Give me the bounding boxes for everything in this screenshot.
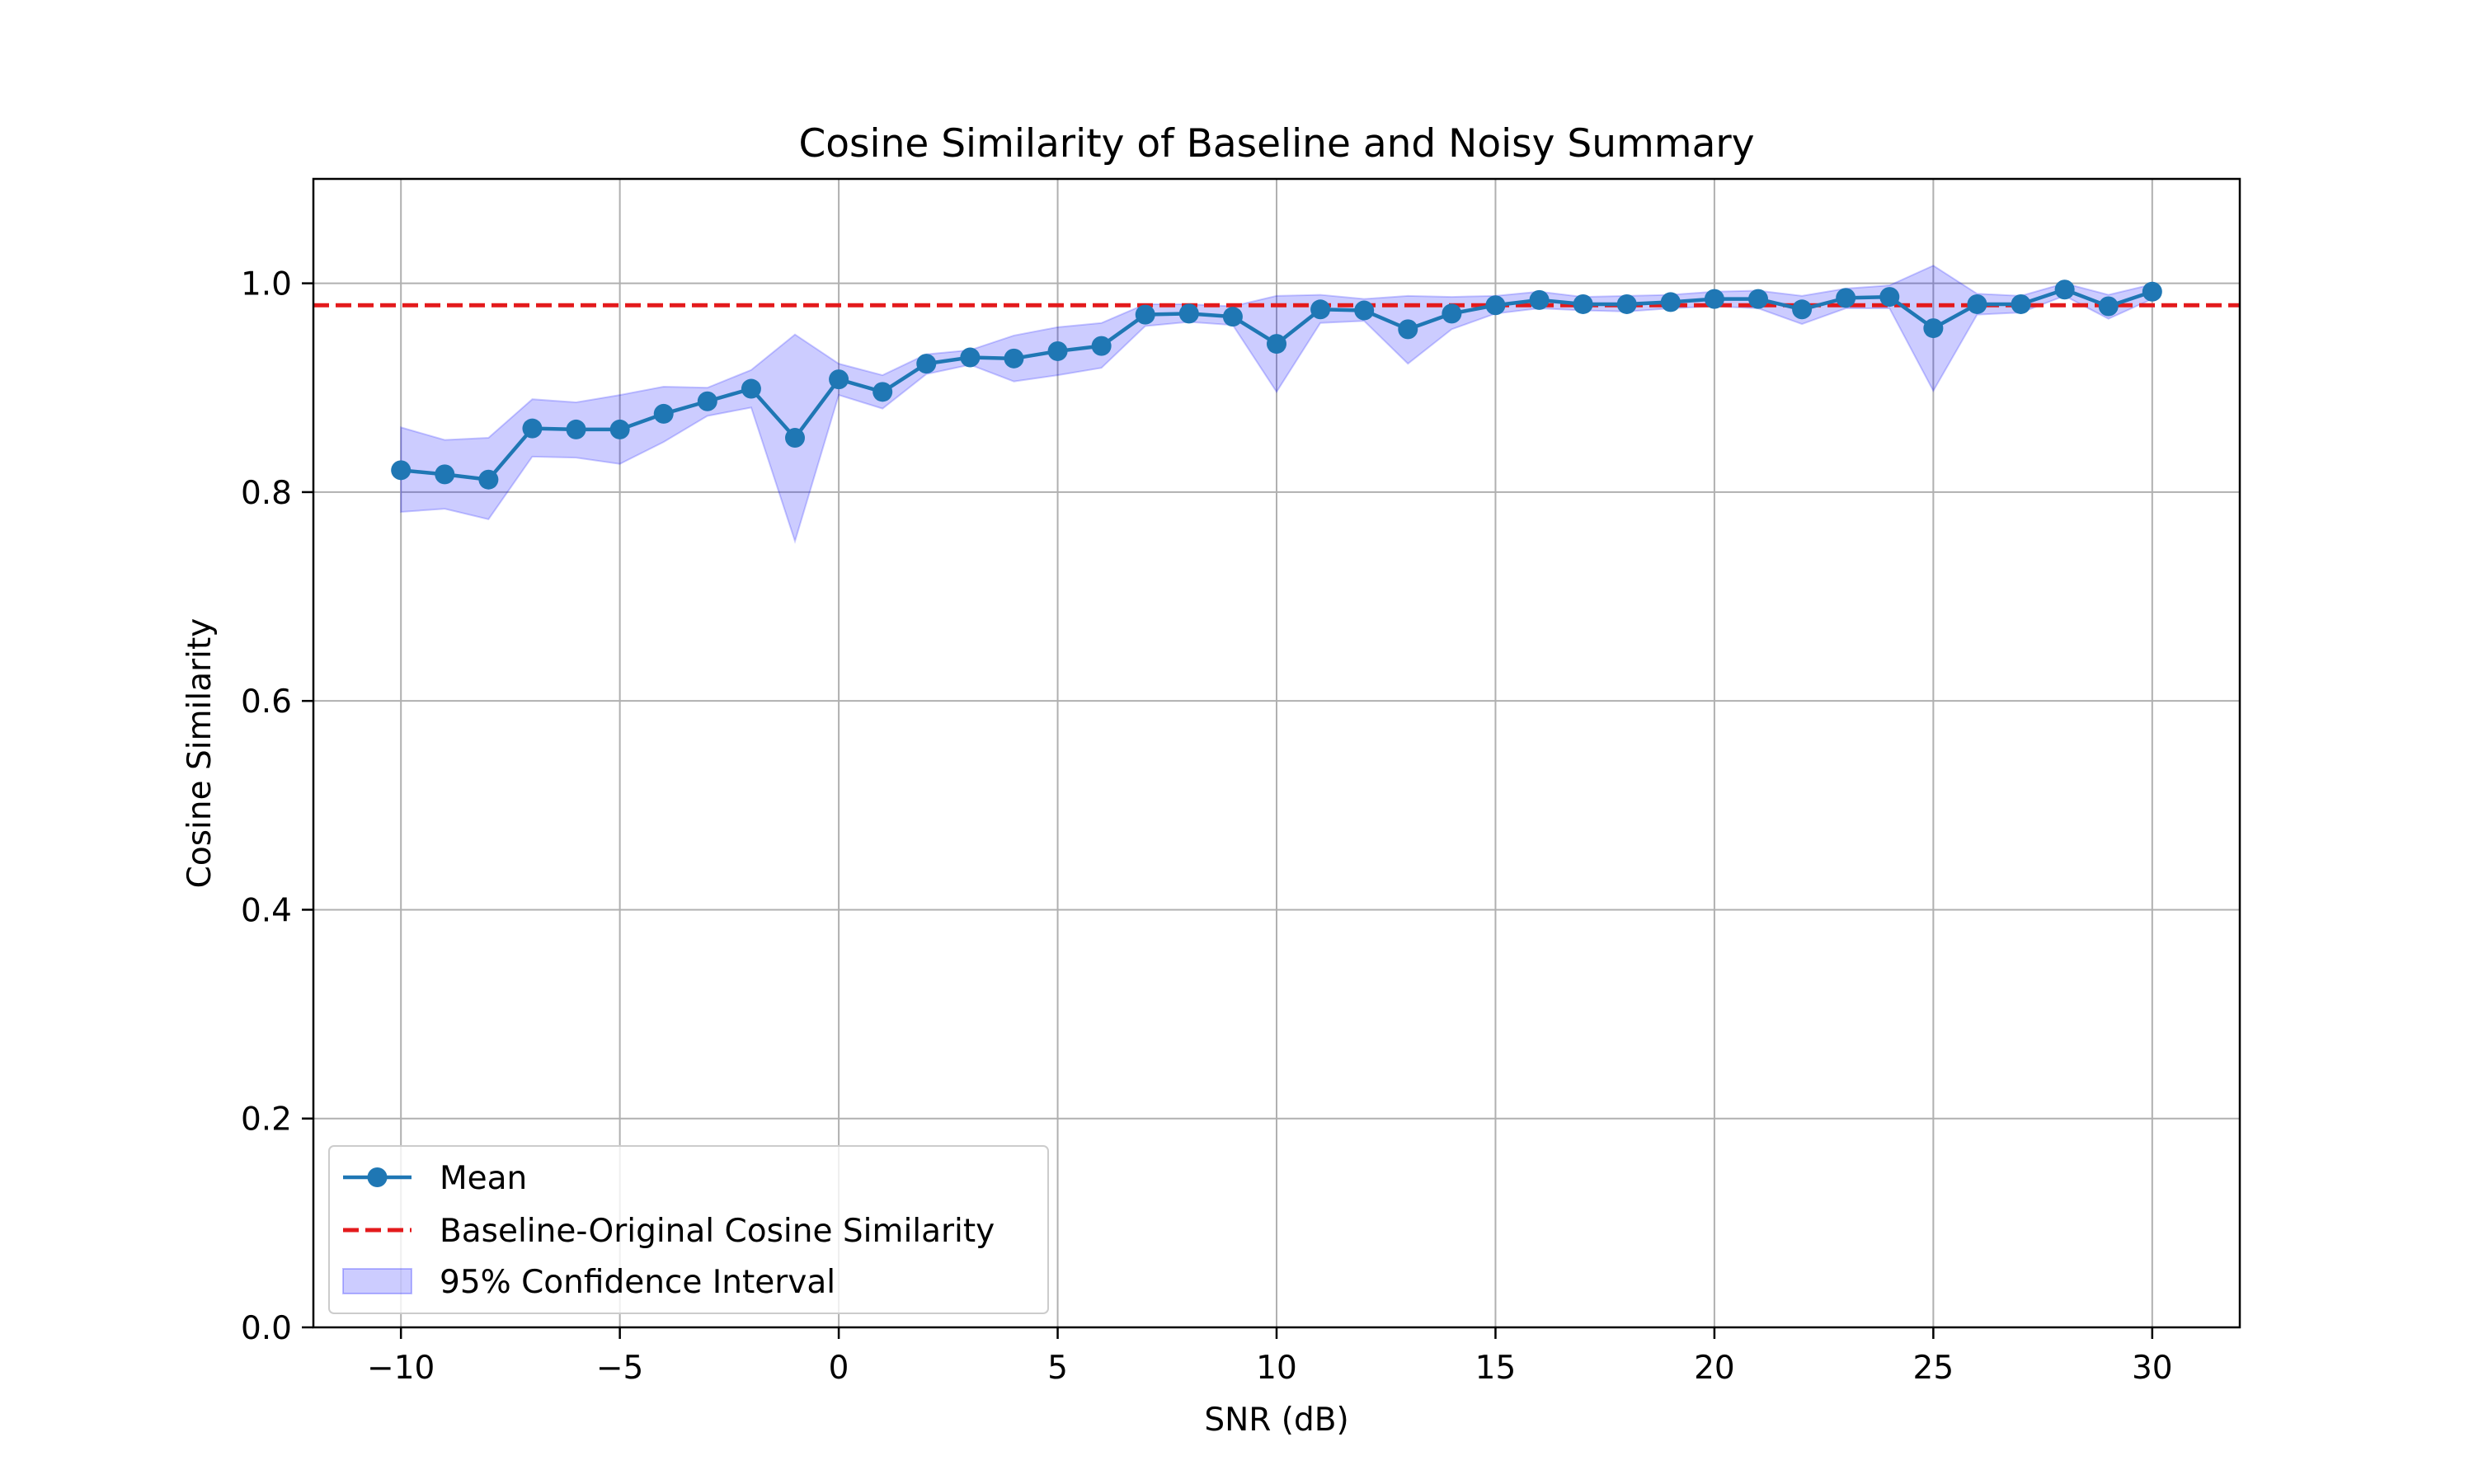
x-tick-label: 5 bbox=[1047, 1350, 1068, 1387]
mean-point bbox=[1222, 307, 1243, 327]
y-tick-label: 0.6 bbox=[241, 683, 292, 721]
chart-title: Cosine Similarity of Baseline and Noisy … bbox=[798, 121, 1754, 167]
mean-point bbox=[1354, 300, 1375, 321]
mean-point bbox=[1660, 292, 1681, 312]
mean-point bbox=[741, 378, 761, 399]
legend-baseline-label: Baseline-Original Cosine Similarity bbox=[440, 1213, 995, 1250]
mean-point bbox=[697, 391, 717, 411]
y-tick-label: 0.4 bbox=[241, 892, 292, 929]
mean-point bbox=[1748, 289, 1768, 309]
x-tick-label: 10 bbox=[1256, 1350, 1297, 1387]
y-tick-label: 0.2 bbox=[241, 1101, 292, 1139]
mean-point bbox=[1792, 299, 1813, 320]
mean-point bbox=[2054, 279, 2075, 300]
x-tick-label: 15 bbox=[1475, 1350, 1517, 1387]
mean-point bbox=[1704, 289, 1724, 309]
y-tick-label: 0.8 bbox=[241, 475, 292, 512]
mean-point bbox=[916, 354, 937, 374]
x-axis-ticks: −10 −5 0 5 10 15 20 25 30 bbox=[367, 1327, 2173, 1387]
mean-point bbox=[872, 382, 893, 402]
mean-point bbox=[2011, 294, 2031, 314]
mean-point bbox=[522, 418, 543, 439]
mean-point bbox=[1879, 287, 1900, 308]
y-tick-label: 0.0 bbox=[241, 1310, 292, 1347]
x-tick-label: −10 bbox=[367, 1350, 435, 1387]
mean-point bbox=[1178, 303, 1199, 324]
mean-point bbox=[1135, 304, 1155, 325]
legend: Mean Baseline-Original Cosine Similarity… bbox=[328, 1145, 1049, 1314]
mean-point bbox=[1004, 348, 1024, 369]
mean-point bbox=[1310, 299, 1331, 320]
x-tick-label: 20 bbox=[1694, 1350, 1735, 1387]
mean-point bbox=[1267, 334, 1286, 355]
legend-mean-label: Mean bbox=[440, 1160, 527, 1197]
mean-point bbox=[653, 403, 674, 424]
mean-point bbox=[1836, 288, 1856, 308]
legend-confidence-band-swatch bbox=[342, 1268, 412, 1294]
x-tick-label: 30 bbox=[2132, 1350, 2173, 1387]
mean-point bbox=[1923, 318, 1944, 339]
y-axis-label: Cosine Similarity bbox=[181, 618, 219, 889]
x-tick-label: −5 bbox=[596, 1350, 644, 1387]
mean-point bbox=[391, 460, 412, 481]
mean-point bbox=[1091, 336, 1112, 356]
mean-point bbox=[1442, 303, 1462, 324]
x-axis-label: SNR (dB) bbox=[1204, 1402, 1348, 1439]
legend-confidence-band-label: 95% Confidence Interval bbox=[440, 1264, 835, 1301]
mean-point bbox=[1398, 319, 1418, 340]
y-axis-ticks: 0.0 0.2 0.4 0.6 0.8 1.0 bbox=[241, 266, 313, 1347]
x-tick-label: 25 bbox=[1913, 1350, 1954, 1387]
mean-point bbox=[478, 469, 499, 490]
x-tick-label: 0 bbox=[829, 1350, 849, 1387]
mean-point bbox=[829, 369, 849, 390]
mean-point bbox=[2142, 281, 2162, 302]
legend-mean-marker-swatch bbox=[367, 1167, 388, 1187]
legend-box bbox=[328, 1145, 1049, 1314]
mean-point bbox=[609, 419, 630, 439]
mean-point bbox=[435, 464, 455, 485]
mean-point bbox=[566, 419, 586, 439]
y-tick-label: 1.0 bbox=[241, 266, 292, 303]
mean-point bbox=[1616, 294, 1637, 314]
mean-point bbox=[1529, 289, 1550, 310]
mean-point bbox=[1967, 294, 1987, 314]
mean-series-layer bbox=[391, 279, 2162, 490]
mean-point bbox=[1573, 294, 1593, 314]
mean-point bbox=[1485, 295, 1506, 316]
mean-point bbox=[960, 347, 981, 368]
mean-point bbox=[1047, 340, 1068, 361]
mean-point bbox=[2098, 296, 2119, 317]
mean-point bbox=[785, 428, 805, 448]
